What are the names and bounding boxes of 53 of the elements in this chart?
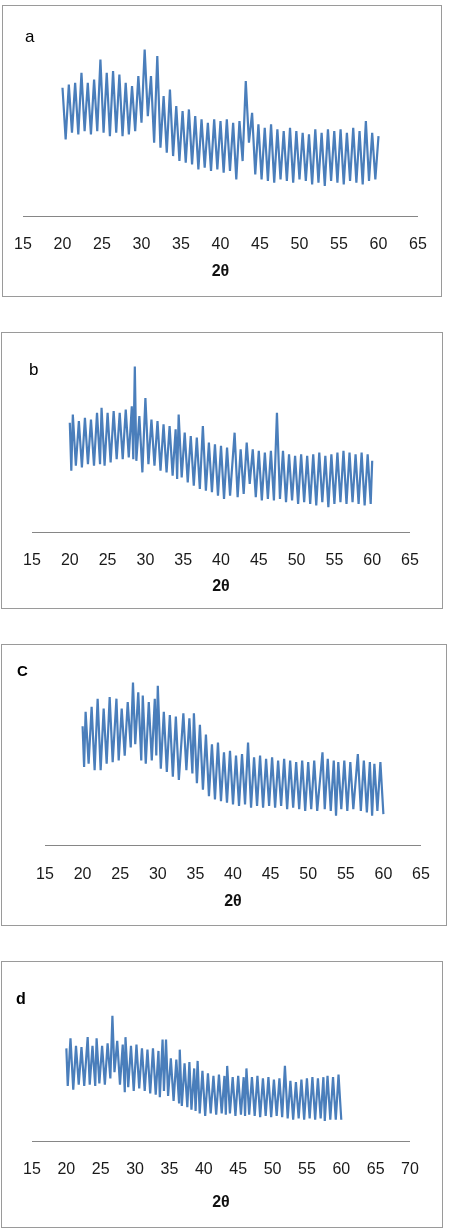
x-axis-title: 2θ: [224, 891, 242, 909]
x-tick-label: 65: [409, 235, 427, 253]
x-tick-label: 40: [212, 551, 230, 569]
x-tick-label: 45: [249, 551, 268, 569]
x-tick-label: 25: [98, 551, 117, 569]
x-tick-label: 15: [36, 865, 54, 883]
x-tick-label: 60: [374, 865, 393, 883]
x-axis-title: 2θ: [211, 261, 230, 279]
x-axis-title: 2θ: [212, 1192, 230, 1210]
x-tick-label: 35: [186, 865, 205, 883]
x-tick-label: 40: [224, 865, 242, 883]
x-tick-label: 45: [261, 865, 280, 883]
x-tick-label: 20: [60, 551, 79, 569]
x-tick-label: 30: [132, 235, 151, 253]
x-tick-label: 45: [251, 235, 269, 253]
x-axis-title: 2θ: [212, 576, 230, 594]
x-tick-label: 25: [93, 235, 111, 253]
x-tick-label: 60: [369, 235, 388, 253]
x-tick-label: 30: [126, 1160, 145, 1178]
annotation: b: [29, 360, 39, 379]
x-tick-label: 35: [174, 551, 193, 569]
x-tick-label: 30: [136, 551, 155, 569]
x-tick-label: 40: [211, 235, 230, 253]
x-tick-label: 50: [290, 235, 309, 253]
x-tick-label: 60: [363, 551, 382, 569]
x-tick-label: 60: [332, 1160, 351, 1178]
x-tick-label: 20: [73, 865, 92, 883]
x-tick-label: 70: [401, 1160, 419, 1178]
text: C: [17, 662, 28, 679]
x-tick-label: 20: [53, 235, 72, 253]
x-tick-label: 35: [160, 1160, 179, 1178]
x-tick-label: 20: [57, 1160, 76, 1178]
x-tick-label: 65: [401, 551, 419, 569]
x-tick-label: 30: [148, 865, 167, 883]
x-tick-label: 55: [330, 235, 348, 253]
x-tick-label: 55: [336, 865, 355, 883]
x-tick-label: 45: [229, 1160, 248, 1178]
x-tick-label: 50: [287, 551, 306, 569]
x-tick-label: 55: [298, 1160, 316, 1178]
x-tick-label: 65: [412, 865, 430, 883]
x-tick-label: 35: [172, 235, 190, 253]
x-tick-label: 40: [194, 1160, 213, 1178]
x-tick-label: 25: [91, 1160, 110, 1178]
x-tick-label: 15: [23, 1160, 41, 1178]
x-tick-label: 50: [263, 1160, 282, 1178]
x-tick-label: 25: [111, 865, 130, 883]
text: a: [25, 27, 35, 46]
x-tick-label: 50: [299, 865, 318, 883]
x-tick-label: 65: [366, 1160, 385, 1178]
x-tick-label: 15: [14, 235, 32, 253]
x-tick-label: 55: [325, 551, 344, 569]
x-tick-label: 15: [23, 551, 41, 569]
text: d: [16, 990, 26, 1007]
